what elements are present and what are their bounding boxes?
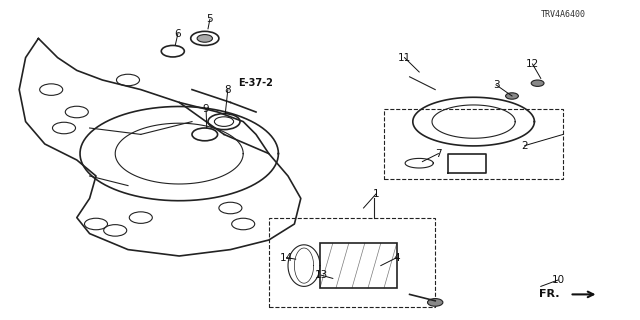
Text: 5: 5: [207, 14, 213, 24]
Text: FR.: FR.: [540, 289, 560, 300]
Text: 1: 1: [373, 188, 380, 199]
Bar: [269, 218, 435, 307]
Text: 12: 12: [526, 59, 539, 69]
Text: 2: 2: [522, 140, 528, 151]
Text: 6: 6: [175, 28, 181, 39]
Text: TRV4A6400: TRV4A6400: [541, 10, 586, 19]
Text: E-37-2: E-37-2: [239, 78, 273, 88]
Text: 13: 13: [315, 270, 328, 280]
Bar: [384, 109, 563, 179]
Text: 10: 10: [552, 275, 564, 285]
Text: 3: 3: [493, 80, 499, 90]
Text: 8: 8: [225, 84, 231, 95]
Circle shape: [531, 80, 544, 86]
Circle shape: [506, 93, 518, 99]
Circle shape: [428, 299, 443, 306]
Text: 14: 14: [280, 252, 293, 263]
Circle shape: [197, 35, 212, 42]
Bar: [320, 243, 397, 288]
Text: 11: 11: [398, 52, 411, 63]
Text: 9: 9: [203, 104, 209, 115]
Text: 7: 7: [435, 148, 442, 159]
Text: 4: 4: [394, 252, 400, 263]
